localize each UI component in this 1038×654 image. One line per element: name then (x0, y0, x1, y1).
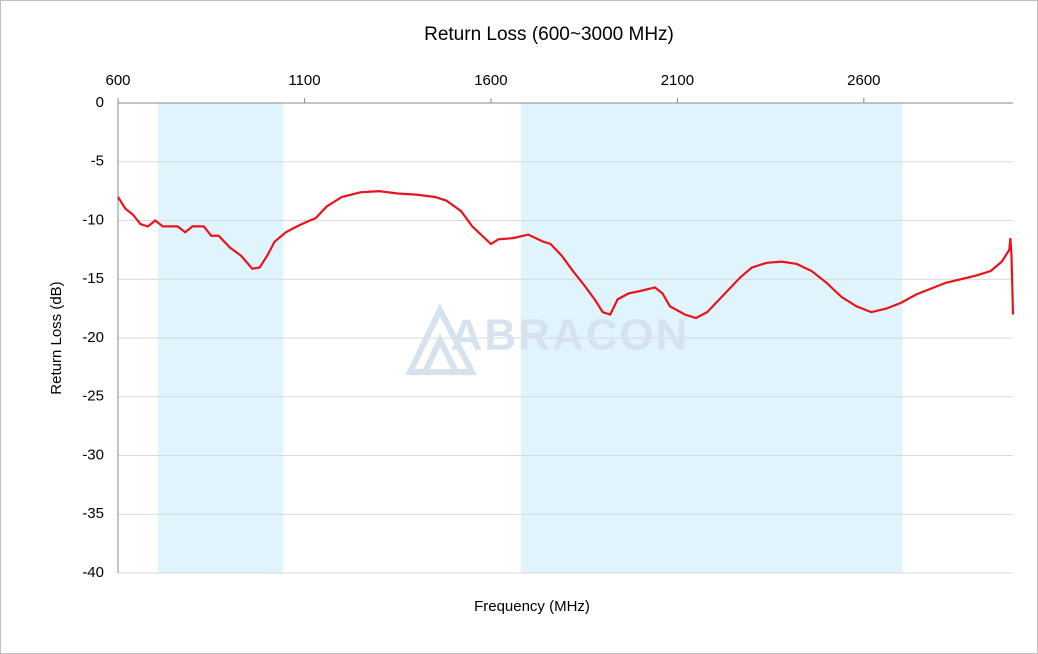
x-tick-label: 1100 (288, 72, 320, 89)
line (117, 190, 1015, 320)
watermark-logo (405, 303, 477, 375)
y-tick-label: -5 (91, 153, 104, 170)
chart-title: Return Loss (600~3000 MHz) (424, 24, 674, 45)
y-tick-label: -15 (82, 270, 104, 287)
y-tick-label: -20 (82, 329, 104, 346)
y-axis-label: Return Loss (dB) (48, 281, 65, 394)
x-tick-label: 600 (105, 72, 130, 89)
y-tick-label: -10 (82, 211, 104, 228)
x-axis-label: Frequency (MHz) (474, 598, 590, 615)
x-tick-label: 2100 (661, 72, 694, 89)
watermark: ABRACON (451, 311, 690, 360)
x-tick-label: 1600 (474, 72, 507, 89)
x-tick-label: 2600 (847, 72, 880, 89)
y-tick-label: -40 (82, 564, 104, 581)
y-tick-label: -35 (82, 505, 104, 522)
y-tick-label: -25 (82, 388, 104, 405)
y-tick-label: 0 (96, 94, 104, 111)
y-tick-label: -30 (82, 446, 104, 463)
